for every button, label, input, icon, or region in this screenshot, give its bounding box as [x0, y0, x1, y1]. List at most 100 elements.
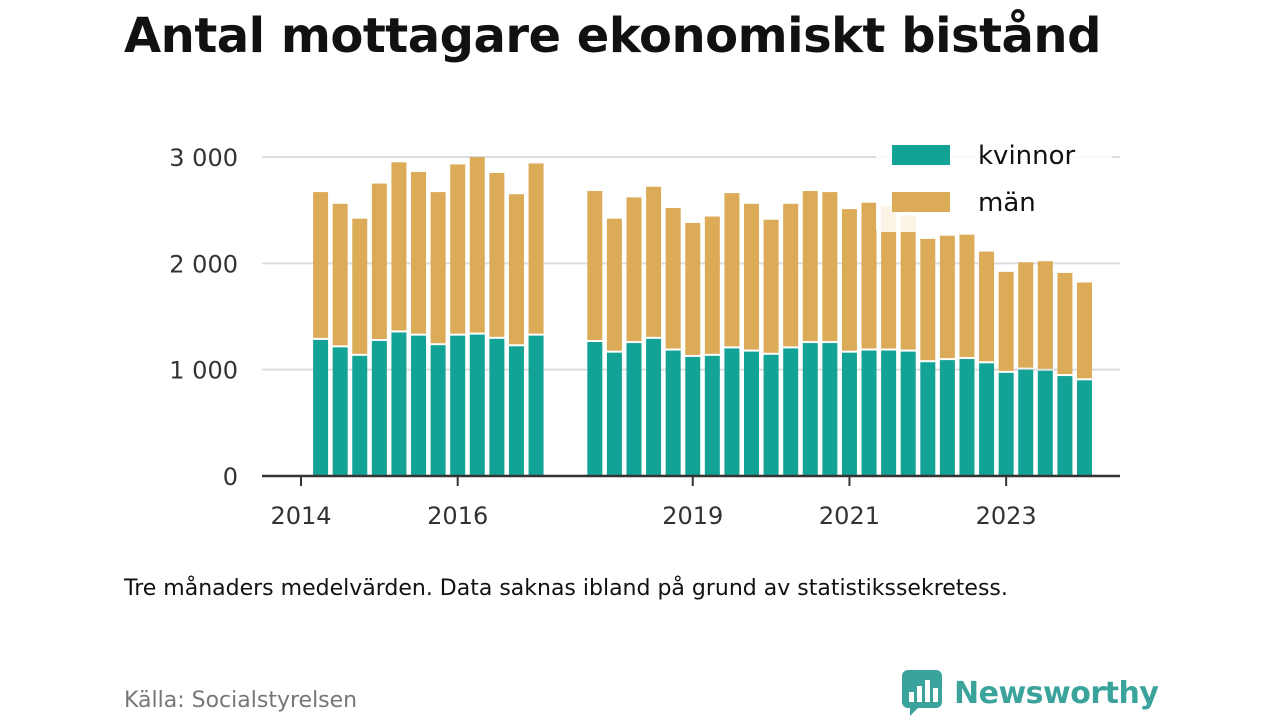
x-tick-label: 2023: [976, 502, 1037, 530]
bar-kvinnor: [469, 334, 485, 476]
bar-group: [313, 192, 329, 476]
bar-kvinnor: [920, 362, 936, 476]
bar-man: [704, 216, 720, 354]
bar-group: [450, 164, 466, 476]
legend: kvinnor män: [876, 132, 1112, 232]
bar-man: [900, 215, 916, 350]
bar-man: [763, 219, 779, 353]
bar-man: [802, 191, 818, 342]
bar-kvinnor: [744, 351, 760, 476]
bar-group: [411, 171, 427, 476]
bar-group: [508, 194, 524, 476]
bar-man: [528, 163, 544, 334]
bar-kvinnor: [450, 335, 466, 476]
brand-logo[interactable]: Newsworthy: [900, 668, 1159, 718]
bar-man: [411, 171, 427, 334]
bar-kvinnor: [861, 350, 877, 476]
bar-man: [391, 162, 407, 331]
y-tick-label: 3 000: [169, 144, 238, 172]
bar-group: [1037, 261, 1053, 476]
bar-kvinnor: [979, 363, 995, 476]
bar-group: [900, 215, 916, 476]
bar-man: [920, 238, 936, 361]
bar-man: [1077, 282, 1092, 379]
x-tick-label: 2021: [819, 502, 880, 530]
bar-group: [352, 218, 368, 476]
bar-kvinnor: [665, 350, 681, 476]
bar-man: [587, 191, 603, 341]
x-tick-label: 2019: [662, 502, 723, 530]
x-axis-ticks: 2014 2016 2019 2021 2023: [270, 476, 1037, 530]
bar-kvinnor: [822, 343, 838, 476]
bar-group: [724, 193, 740, 476]
bar-kvinnor: [626, 343, 642, 476]
bar-kvinnor: [313, 339, 329, 476]
bar-group: [606, 218, 622, 476]
bar-man: [959, 234, 975, 358]
bar-group: [1057, 272, 1073, 476]
legend-label: män: [978, 188, 1036, 218]
newsworthy-logo-icon: [902, 670, 942, 716]
bar-man: [1037, 261, 1053, 369]
bar-kvinnor: [704, 355, 720, 476]
bar-kvinnor: [352, 355, 368, 476]
bar-group: [822, 192, 838, 476]
bars: [313, 157, 1092, 476]
x-tick-label: 2016: [427, 502, 488, 530]
bar-kvinnor: [606, 352, 622, 476]
bar-man: [469, 157, 485, 333]
bar-man: [822, 192, 838, 342]
bar-man: [1057, 272, 1073, 375]
bar-man: [313, 192, 329, 338]
bar-kvinnor: [900, 351, 916, 476]
bar-kvinnor: [646, 338, 662, 476]
bar-group: [391, 162, 407, 476]
bar-kvinnor: [528, 335, 544, 476]
bar-group: [881, 205, 897, 476]
bar-man: [371, 183, 387, 339]
bar-man: [861, 202, 877, 349]
bar-man: [665, 208, 681, 349]
bar-kvinnor: [489, 338, 505, 476]
bar-man: [939, 235, 955, 359]
bar-kvinnor: [783, 348, 799, 476]
bar-group: [704, 216, 720, 476]
bar-group: [371, 183, 387, 476]
bar-group: [979, 251, 995, 476]
bar-kvinnor: [841, 352, 857, 476]
bar-kvinnor: [371, 340, 387, 476]
bar-group: [744, 203, 760, 476]
bar-man: [626, 197, 642, 342]
bar-kvinnor: [1018, 369, 1034, 476]
bar-kvinnor: [1057, 376, 1073, 476]
source-credit: Källa: Socialstyrelsen: [124, 688, 358, 713]
bar-man: [450, 164, 466, 334]
bar-kvinnor: [332, 347, 348, 476]
bar-man: [508, 194, 524, 345]
legend-swatch: [892, 192, 950, 212]
bar-group: [469, 157, 485, 476]
bar-kvinnor: [959, 359, 975, 476]
bar-group: [939, 235, 955, 476]
bar-group: [861, 202, 877, 476]
bar-kvinnor: [411, 335, 427, 476]
bar-man: [744, 203, 760, 350]
bar-kvinnor: [881, 350, 897, 476]
bar-man: [685, 222, 701, 355]
bar-man: [783, 203, 799, 347]
bar-group: [626, 197, 642, 476]
bar-kvinnor: [1077, 380, 1092, 476]
bar-man: [646, 186, 662, 337]
bar-group: [763, 219, 779, 476]
chart-note: Tre månaders medelvärden. Data saknas ib…: [124, 576, 1008, 601]
bar-man: [606, 218, 622, 351]
stacked-bar-chart: 0 1 000 2 000 3 000 2014 2016 2019 2021 2023 kv…: [169, 132, 1120, 530]
bar-man: [998, 271, 1014, 371]
bar-group: [430, 192, 446, 476]
bar-man: [881, 205, 897, 349]
bar-man: [841, 209, 857, 351]
bar-man: [489, 172, 505, 337]
bar-group: [528, 163, 544, 476]
bar-kvinnor: [802, 343, 818, 476]
bar-man: [1018, 262, 1034, 368]
